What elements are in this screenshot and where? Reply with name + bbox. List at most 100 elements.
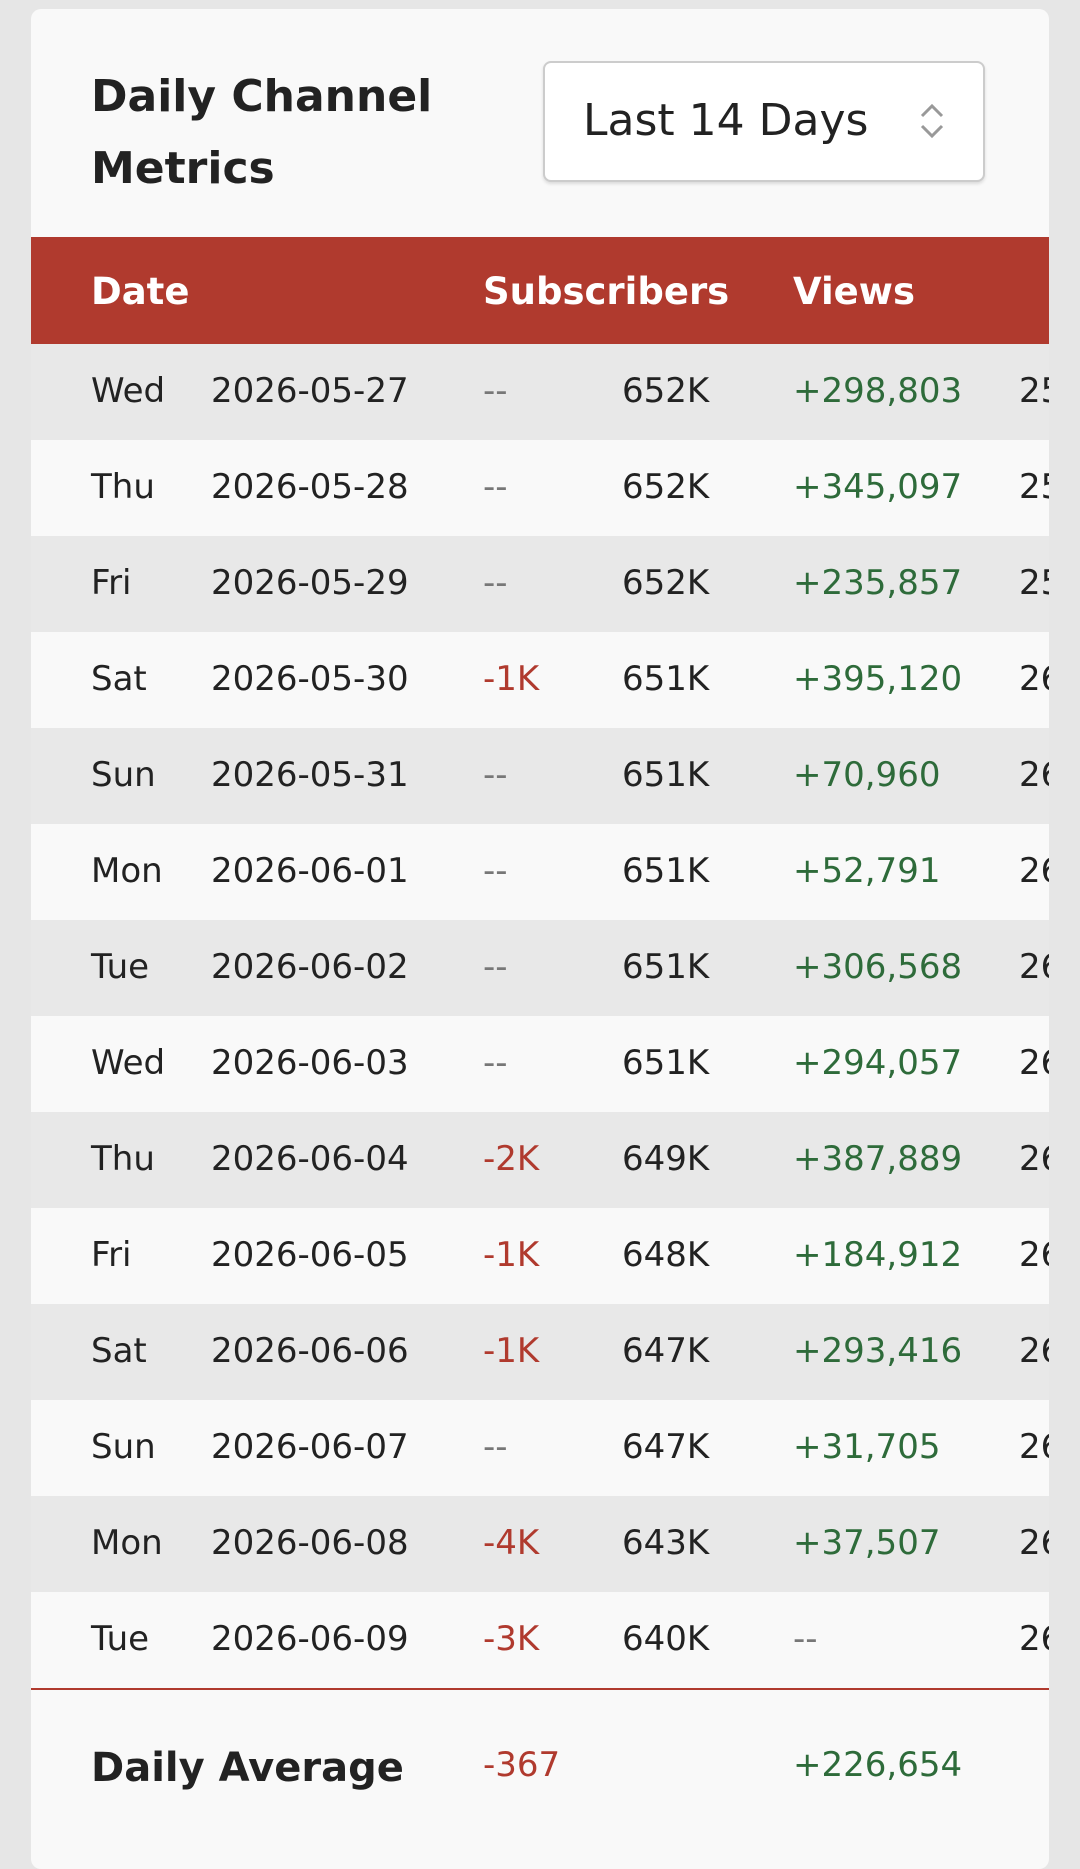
table-cell: +184,912 bbox=[793, 1235, 963, 1275]
table-row: Sat 2026-05-30 -1K 651K +395,120 26 bbox=[31, 632, 1049, 728]
table-row: Sun 2026-05-31 -- 651K +70,960 26 bbox=[31, 728, 1049, 824]
table-cell: 26 bbox=[1019, 659, 1049, 699]
table-cell: +294,057 bbox=[793, 1043, 963, 1083]
table-cell: 2026-06-08 bbox=[211, 1523, 409, 1563]
table-cell: +37,507 bbox=[793, 1523, 941, 1563]
table-cell: 651K bbox=[622, 947, 710, 987]
table-cell: 2026-05-27 bbox=[211, 371, 409, 411]
table-cell: +293,416 bbox=[793, 1331, 963, 1371]
table-cell: -2K bbox=[483, 1139, 540, 1179]
table-cell: +387,889 bbox=[793, 1139, 963, 1179]
table-row: Thu 2026-05-28 -- 652K +345,097 25 bbox=[31, 440, 1049, 536]
table-cell: 26 bbox=[1019, 1427, 1049, 1467]
table-row: Fri 2026-06-05 -1K 648K +184,912 26 bbox=[31, 1208, 1049, 1304]
table-cell: 647K bbox=[622, 1427, 710, 1467]
table-row: Tue 2026-06-09 -3K 640K -- 26 bbox=[31, 1592, 1049, 1688]
table-cell: 647K bbox=[622, 1331, 710, 1371]
table-cell: 2026-05-28 bbox=[211, 467, 409, 507]
table-cell: 26 bbox=[1019, 755, 1049, 795]
table-cell: Sun bbox=[91, 1427, 156, 1467]
table-cell: 26 bbox=[1019, 1331, 1049, 1371]
table-cell: +345,097 bbox=[793, 467, 963, 507]
table-cell: -4K bbox=[483, 1523, 540, 1563]
table-divider bbox=[31, 1688, 1049, 1690]
table-cell: 2026-06-01 bbox=[211, 851, 409, 891]
table-cell: 2026-05-29 bbox=[211, 563, 409, 603]
table-cell: 26 bbox=[1019, 851, 1049, 891]
table-cell: 26 bbox=[1019, 947, 1049, 987]
table-cell: 26 bbox=[1019, 1235, 1049, 1275]
table-cell: 2026-06-07 bbox=[211, 1427, 409, 1467]
table-cell: Thu bbox=[91, 1139, 155, 1179]
table-cell: -- bbox=[793, 1619, 818, 1659]
range-select[interactable]: Last 14 Days bbox=[543, 61, 985, 182]
footer-cell: -367 bbox=[483, 1745, 561, 1785]
table-cell: Sat bbox=[91, 1331, 147, 1371]
table-cell: Mon bbox=[91, 851, 163, 891]
table-cell: +31,705 bbox=[793, 1427, 941, 1467]
table-cell: -- bbox=[483, 371, 508, 411]
table-cell: 2026-06-05 bbox=[211, 1235, 409, 1275]
table-cell: 643K bbox=[622, 1523, 710, 1563]
table-cell: Mon bbox=[91, 1523, 163, 1563]
table-cell: -- bbox=[483, 947, 508, 987]
table-cell: Fri bbox=[91, 1235, 132, 1275]
table-cell: 2026-06-09 bbox=[211, 1619, 409, 1659]
table-cell: 652K bbox=[622, 467, 710, 507]
table-cell: -- bbox=[483, 851, 508, 891]
card: Daily Channel Metrics Last 14 Days Date S… bbox=[31, 9, 1049, 1869]
table-cell: -- bbox=[483, 1043, 508, 1083]
select-arrows bbox=[920, 103, 944, 139]
table-cell: Sat bbox=[91, 659, 147, 699]
table-row: Tue 2026-06-02 -- 651K +306,568 26 bbox=[31, 920, 1049, 1016]
column-header: Subscribers bbox=[483, 270, 730, 313]
table-cell: 651K bbox=[622, 755, 710, 795]
table-cell: 2026-06-03 bbox=[211, 1043, 409, 1083]
table-cell: -1K bbox=[483, 659, 540, 699]
table-cell: +52,791 bbox=[793, 851, 941, 891]
table-row: Sun 2026-06-07 -- 647K +31,705 26 bbox=[31, 1400, 1049, 1496]
table-cell: 2026-05-30 bbox=[211, 659, 409, 699]
table-cell: +395,120 bbox=[793, 659, 963, 699]
table-cell: 651K bbox=[622, 659, 710, 699]
table-cell: 26 bbox=[1019, 1139, 1049, 1179]
table-cell: -- bbox=[483, 755, 508, 795]
table-row: Sat 2026-06-06 -1K 647K +293,416 26 bbox=[31, 1304, 1049, 1400]
table-cell: 652K bbox=[622, 563, 710, 603]
table-cell: 25 bbox=[1019, 563, 1049, 603]
table-cell: 25 bbox=[1019, 371, 1049, 411]
table-row: Thu 2026-06-04 -2K 649K +387,889 26 bbox=[31, 1112, 1049, 1208]
table-row: Fri 2026-05-29 -- 652K +235,857 25 bbox=[31, 536, 1049, 632]
table-cell: +70,960 bbox=[793, 755, 941, 795]
table-row: Mon 2026-06-01 -- 651K +52,791 26 bbox=[31, 824, 1049, 920]
table-cell: Thu bbox=[91, 467, 155, 507]
table-cell: Sun bbox=[91, 755, 156, 795]
table-cell: 2026-06-04 bbox=[211, 1139, 409, 1179]
table-cell: -- bbox=[483, 467, 508, 507]
table-cell: -- bbox=[483, 1427, 508, 1467]
table-cell: Wed bbox=[91, 1043, 166, 1083]
table-cell: Tue bbox=[91, 1619, 150, 1659]
table-cell: 2026-06-02 bbox=[211, 947, 409, 987]
table-cell: +298,803 bbox=[793, 371, 963, 411]
table-cell: 640K bbox=[622, 1619, 710, 1659]
column-header: Date bbox=[91, 270, 190, 313]
table-cell: +306,568 bbox=[793, 947, 963, 987]
footer-cell: Daily Average bbox=[91, 1745, 404, 1791]
table-cell: -1K bbox=[483, 1331, 540, 1371]
select-label: Last 14 Days bbox=[583, 95, 869, 146]
table-row: Wed 2026-05-27 -- 652K +298,803 25 bbox=[31, 344, 1049, 440]
table-cell: Wed bbox=[91, 371, 166, 411]
table-cell: +235,857 bbox=[793, 563, 963, 603]
table-cell: 25 bbox=[1019, 467, 1049, 507]
table-header bbox=[31, 237, 1049, 344]
table-cell: 651K bbox=[622, 851, 710, 891]
table-cell: -- bbox=[483, 563, 508, 603]
table-cell: 651K bbox=[622, 1043, 710, 1083]
table-row: Mon 2026-06-08 -4K 643K +37,507 26 bbox=[31, 1496, 1049, 1592]
title: Daily Channel Metrics bbox=[91, 71, 433, 194]
column-header: Views bbox=[793, 270, 915, 313]
table-cell: 26 bbox=[1019, 1523, 1049, 1563]
table-cell: -1K bbox=[483, 1235, 540, 1275]
